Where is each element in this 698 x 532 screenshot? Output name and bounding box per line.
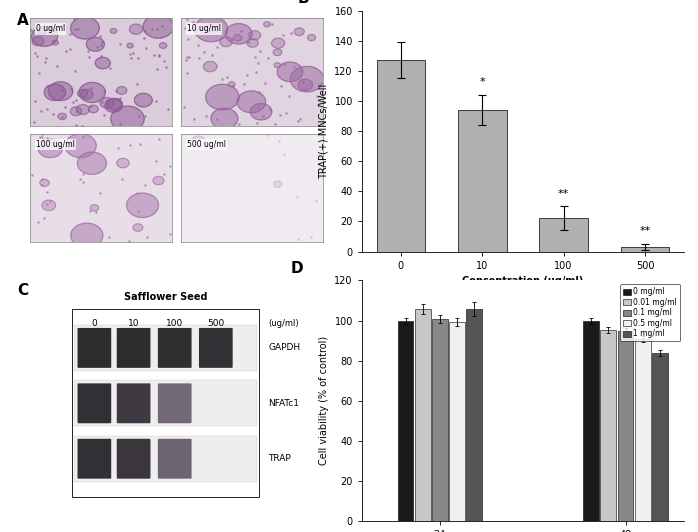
Text: 10: 10 [128,319,140,328]
Text: (ug/ml): (ug/ml) [269,319,299,328]
X-axis label: Concentration (ug/ml): Concentration (ug/ml) [462,276,584,286]
Bar [634,339,651,521]
FancyBboxPatch shape [77,439,111,479]
Bar [466,309,482,521]
FancyBboxPatch shape [199,328,232,368]
FancyBboxPatch shape [117,384,151,423]
Y-axis label: TRAP(+) MNCs/Well: TRAP(+) MNCs/Well [319,84,329,179]
FancyBboxPatch shape [73,325,257,371]
Text: 0: 0 [91,319,97,328]
Bar [398,321,413,521]
Bar [458,110,507,252]
Text: D: D [291,261,304,276]
Text: *: * [480,78,485,87]
Text: GAPDH: GAPDH [269,344,301,352]
FancyBboxPatch shape [77,328,111,368]
Text: 100: 100 [166,319,184,328]
Text: NFATc1: NFATc1 [269,399,299,408]
Bar [652,353,668,521]
Text: C: C [17,283,29,298]
Y-axis label: Cell viability (% of control): Cell viability (% of control) [319,336,329,466]
Text: TRAP: TRAP [269,454,291,463]
FancyBboxPatch shape [158,384,191,423]
Bar [584,321,599,521]
FancyBboxPatch shape [73,380,257,426]
FancyBboxPatch shape [158,328,191,368]
Bar [376,60,425,252]
Bar [449,322,465,521]
Text: 500: 500 [207,319,225,328]
Text: Safflower Seed: Safflower Seed [124,292,207,302]
FancyBboxPatch shape [158,439,191,479]
FancyBboxPatch shape [117,439,151,479]
Bar [621,247,669,252]
Text: **: ** [639,227,651,237]
Text: **: ** [558,189,570,199]
FancyBboxPatch shape [77,384,111,423]
Legend: 0 mg/ml, 0.01 mg/ml, 0.1 mg/ml, 0.5 mg/ml, 1 mg/ml: 0 mg/ml, 0.01 mg/ml, 0.1 mg/ml, 0.5 mg/m… [621,284,681,342]
Bar [432,319,448,521]
FancyBboxPatch shape [73,436,257,481]
Text: B: B [297,0,309,6]
FancyBboxPatch shape [117,328,151,368]
Bar [600,330,616,521]
Bar [540,219,588,252]
FancyBboxPatch shape [72,310,259,497]
Bar [415,309,431,521]
Text: A: A [17,13,29,28]
Bar [618,331,633,521]
